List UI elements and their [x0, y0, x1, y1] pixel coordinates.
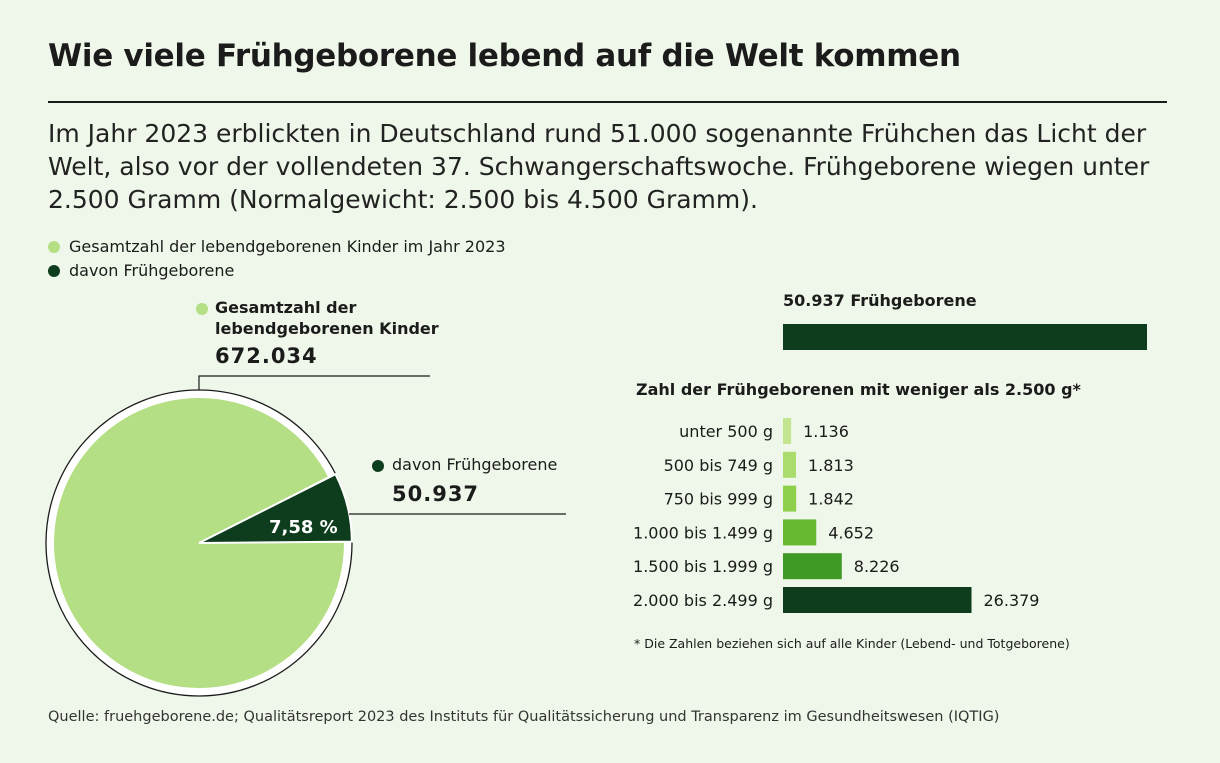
title-divider [48, 101, 1167, 103]
bar-category-label: 1.000 bis 1.499 g [633, 523, 773, 542]
leader-line-total [198, 375, 430, 390]
bar-category-label: 2.000 bis 2.499 g [633, 591, 773, 610]
pie-value-total: 672.034 [215, 344, 318, 368]
bar-value-label: 4.652 [828, 523, 874, 542]
source-note: Quelle: fruehgeborene.de; Qualitätsrepor… [48, 709, 1000, 725]
bar-category-label: unter 500 g [679, 422, 773, 441]
bar-category-label: 500 bis 749 g [664, 456, 773, 475]
pie-chart: 7,58 % [45, 375, 566, 697]
legend-label-preterm: davon Frühgeborene [69, 261, 235, 280]
bar-value-label: 8.226 [854, 557, 900, 576]
bar-chart-footnote: * Die Zahlen beziehen sich auf alle Kind… [634, 636, 1070, 651]
bar-0 [783, 418, 792, 444]
bar-value-label: 1.136 [803, 422, 849, 441]
bar-value-label: 26.379 [984, 591, 1040, 610]
bar-category-label: 1.500 bis 1.999 g [633, 557, 773, 576]
bar-3 [783, 519, 817, 546]
pie-value-preterm: 50.937 [392, 482, 480, 506]
intro-text: Im Jahr 2023 erblickten in Deutschland r… [48, 119, 1150, 214]
bar-5 [783, 587, 972, 613]
pie-label-total-line1: Gesamtzahl der [215, 298, 357, 317]
pie-percent-label: 7,58 % [269, 517, 338, 538]
legend-item-preterm: davon Frühgeborene [48, 261, 234, 280]
bar-4 [783, 553, 842, 580]
bar-total-label: 50.937 Frühgeborene [783, 291, 977, 310]
pie-label-preterm: davon Frühgeborene [392, 455, 558, 474]
pie-slice-preterm [198, 472, 353, 544]
legend-swatch-preterm [48, 264, 60, 277]
bar-1 [783, 451, 796, 478]
bar-chart-title: Zahl der Frühgeborenen mit weniger als 2… [636, 380, 1081, 399]
legend-swatch-total [48, 240, 60, 253]
bar-chart: unter 500 g 1.136 500 bis 749 g 1.813 750 bi… [633, 324, 1147, 613]
legend-item-total: Gesamtzahl der lebendgeborenen Kinder im… [48, 237, 506, 256]
bar-category-label: 750 bis 999 g [664, 490, 773, 509]
pie-label-preterm-swatch [372, 460, 384, 472]
bar-2 [783, 485, 797, 512]
pie-label-total-swatch [196, 303, 208, 315]
bar-value-label: 1.842 [808, 490, 854, 509]
bar-total [783, 324, 1147, 350]
legend-label-total: Gesamtzahl der lebendgeborenen Kinder im… [69, 237, 506, 256]
page-title: Wie viele Frühgeborene lebend auf die We… [48, 38, 961, 74]
bar-value-label: 1.813 [808, 456, 854, 475]
pie-label-total-line2: lebendgeborenen Kinder [215, 319, 439, 338]
